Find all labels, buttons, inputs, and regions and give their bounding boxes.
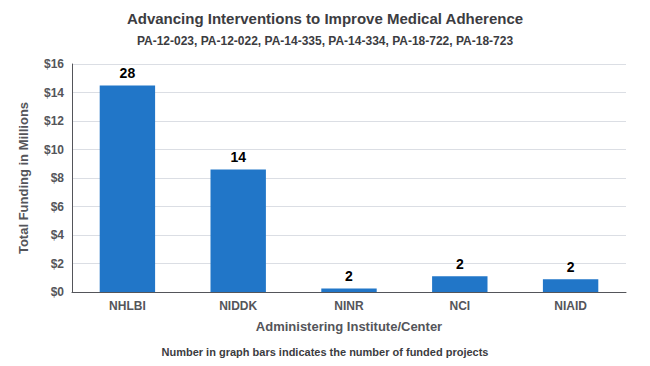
svg-text:$2: $2 [51,257,65,271]
svg-text:NCI: NCI [449,299,470,313]
svg-text:$10: $10 [44,143,64,157]
svg-text:Advancing Interventions to Imp: Advancing Interventions to Improve Medic… [127,10,523,27]
svg-text:Administering Institute/Center: Administering Institute/Center [256,319,442,334]
svg-text:NIDDK: NIDDK [219,299,257,313]
svg-text:NIAID: NIAID [554,299,587,313]
svg-text:Number in graph bars indicates: Number in graph bars indicates the numbe… [162,346,489,358]
svg-text:$8: $8 [51,171,65,185]
svg-text:Total Funding in Millions: Total Funding in Millions [16,102,31,254]
svg-text:$0: $0 [51,285,65,299]
svg-text:$14: $14 [44,86,64,100]
svg-text:PA-12-023, PA-12-022, PA-14-33: PA-12-023, PA-12-022, PA-14-335, PA-14-3… [137,34,514,48]
svg-text:$4: $4 [51,228,65,242]
svg-text:$6: $6 [51,200,65,214]
svg-text:14: 14 [230,149,246,165]
svg-text:$12: $12 [44,114,64,128]
svg-text:2: 2 [456,256,464,272]
svg-text:$16: $16 [44,57,64,71]
svg-text:2: 2 [567,259,575,275]
svg-text:28: 28 [120,65,136,81]
svg-text:NINR: NINR [334,299,364,313]
svg-text:NHLBI: NHLBI [109,299,146,313]
svg-text:2: 2 [345,268,353,284]
